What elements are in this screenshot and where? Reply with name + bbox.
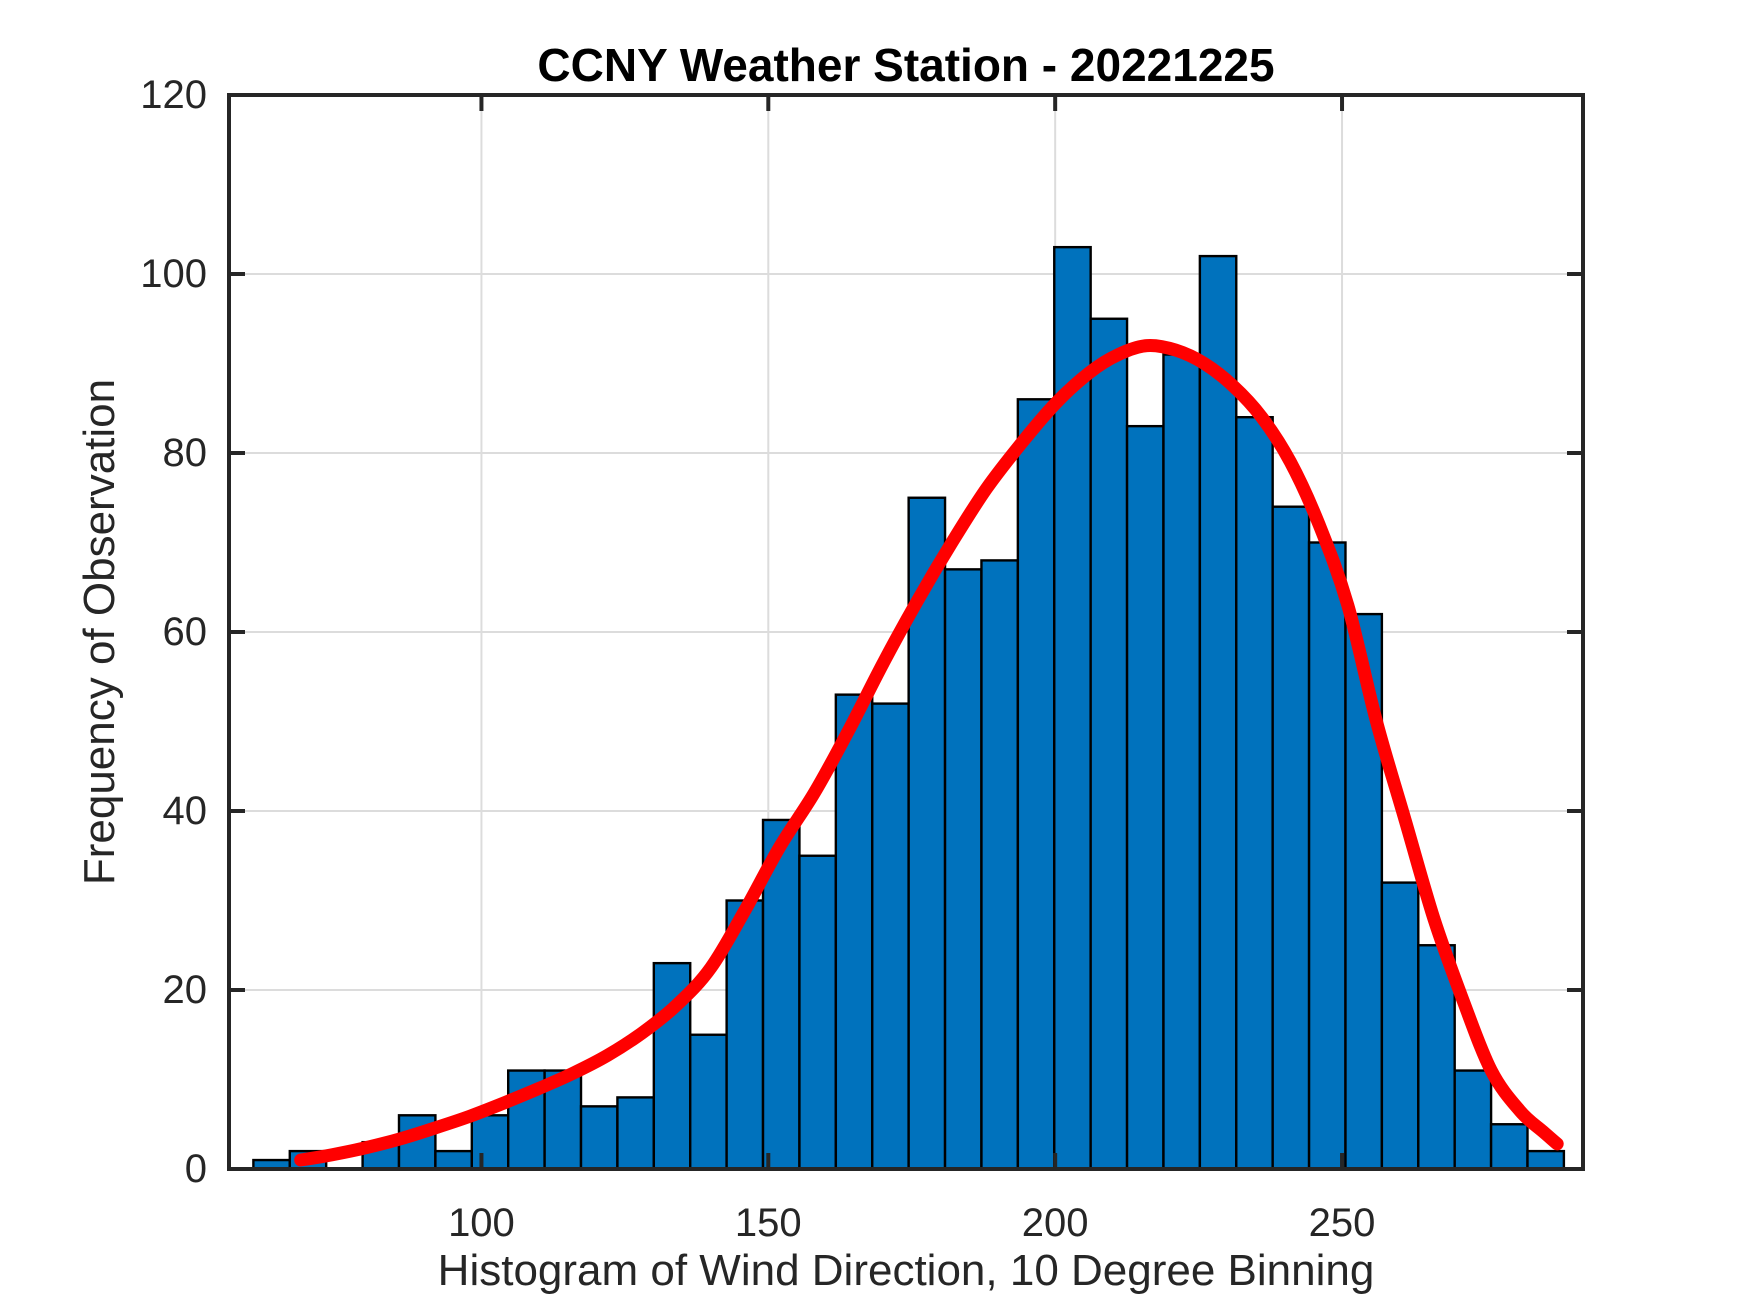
y-tick-label: 120 — [140, 73, 207, 117]
histogram-bar — [1125, 424, 1165, 1171]
histogram-bar — [1198, 254, 1238, 1171]
histogram-bar — [1089, 317, 1129, 1171]
histogram-bar — [616, 1096, 656, 1171]
y-tick-label: 60 — [162, 610, 208, 654]
histogram-bar — [1526, 1149, 1566, 1171]
histogram-bar — [1489, 1123, 1529, 1171]
histogram-bar — [871, 702, 910, 1171]
y-tick-label: 40 — [162, 789, 208, 833]
y-tick-label: 80 — [162, 431, 208, 475]
x-axis-label: Histogram of Wind Direction, 10 Degree B… — [437, 1246, 1375, 1295]
histogram-bar — [1307, 541, 1347, 1171]
histogram-bar — [579, 1105, 619, 1171]
histogram-bar — [1016, 398, 1056, 1171]
y-tick-label: 100 — [140, 252, 207, 296]
histogram-bar — [980, 559, 1020, 1171]
histogram-bar — [834, 693, 874, 1171]
histogram-bar — [1453, 1069, 1493, 1171]
histogram-bar — [943, 568, 983, 1171]
histogram-bar — [1271, 505, 1311, 1171]
histogram-bar — [1380, 881, 1420, 1171]
fit-curve — [294, 338, 1564, 1167]
y-tick-label: 20 — [162, 968, 208, 1012]
x-tick-label: 250 — [1308, 1201, 1376, 1245]
x-tick-label: 100 — [448, 1201, 515, 1245]
chart-title: CCNY Weather Station - 20221225 — [537, 39, 1275, 91]
histogram-bar — [470, 1114, 510, 1171]
histogram-bar — [1235, 416, 1274, 1171]
histogram-bar — [1162, 353, 1202, 1171]
histogram-bar — [689, 1033, 728, 1171]
y-tick-label: 0 — [184, 1147, 207, 1191]
x-tick-label: 200 — [1021, 1201, 1089, 1245]
histogram-bar — [434, 1149, 474, 1171]
histogram-bar — [798, 854, 838, 1171]
x-tick-label: 150 — [734, 1201, 802, 1245]
histogram-bar — [725, 899, 765, 1171]
histogram-bar — [1417, 944, 1456, 1171]
